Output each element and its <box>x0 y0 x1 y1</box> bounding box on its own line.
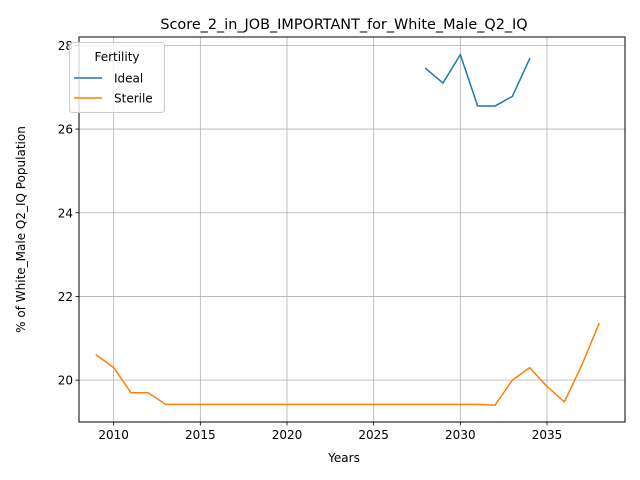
series-line-ideal <box>424 53 531 107</box>
legend-label-sterile: Sterile <box>114 92 153 106</box>
grid-lines <box>79 37 625 422</box>
x-tick-label: 2015 <box>185 428 216 442</box>
x-axis-label: Years <box>327 451 360 465</box>
x-tick-label: 2010 <box>98 428 129 442</box>
x-tick-label: 2020 <box>272 428 303 442</box>
y-tick-label: 26 <box>58 123 73 137</box>
legend-title: Fertility <box>94 50 139 64</box>
plot-area-frame <box>78 36 626 423</box>
series-lines <box>95 53 600 407</box>
legend-box <box>69 42 165 113</box>
y-tick-label: 20 <box>58 374 73 388</box>
y-axis-label: % of White_Male Q2_IQ Population <box>14 126 28 333</box>
series-line-sterile <box>95 322 600 407</box>
chart-title: Score_2_in_JOB_IMPORTANT_for_White_Male_… <box>160 17 527 33</box>
x-tick-label: 2025 <box>358 428 389 442</box>
x-tick-label: 2035 <box>532 428 563 442</box>
legend-label-ideal: Ideal <box>114 72 143 86</box>
legend-entries: Ideal Sterile <box>74 72 153 106</box>
x-tick-label: 2030 <box>445 428 476 442</box>
legend: Fertility Ideal Sterile <box>69 42 165 113</box>
y-tick-label: 22 <box>58 290 73 304</box>
y-tick-label: 24 <box>58 206 73 220</box>
